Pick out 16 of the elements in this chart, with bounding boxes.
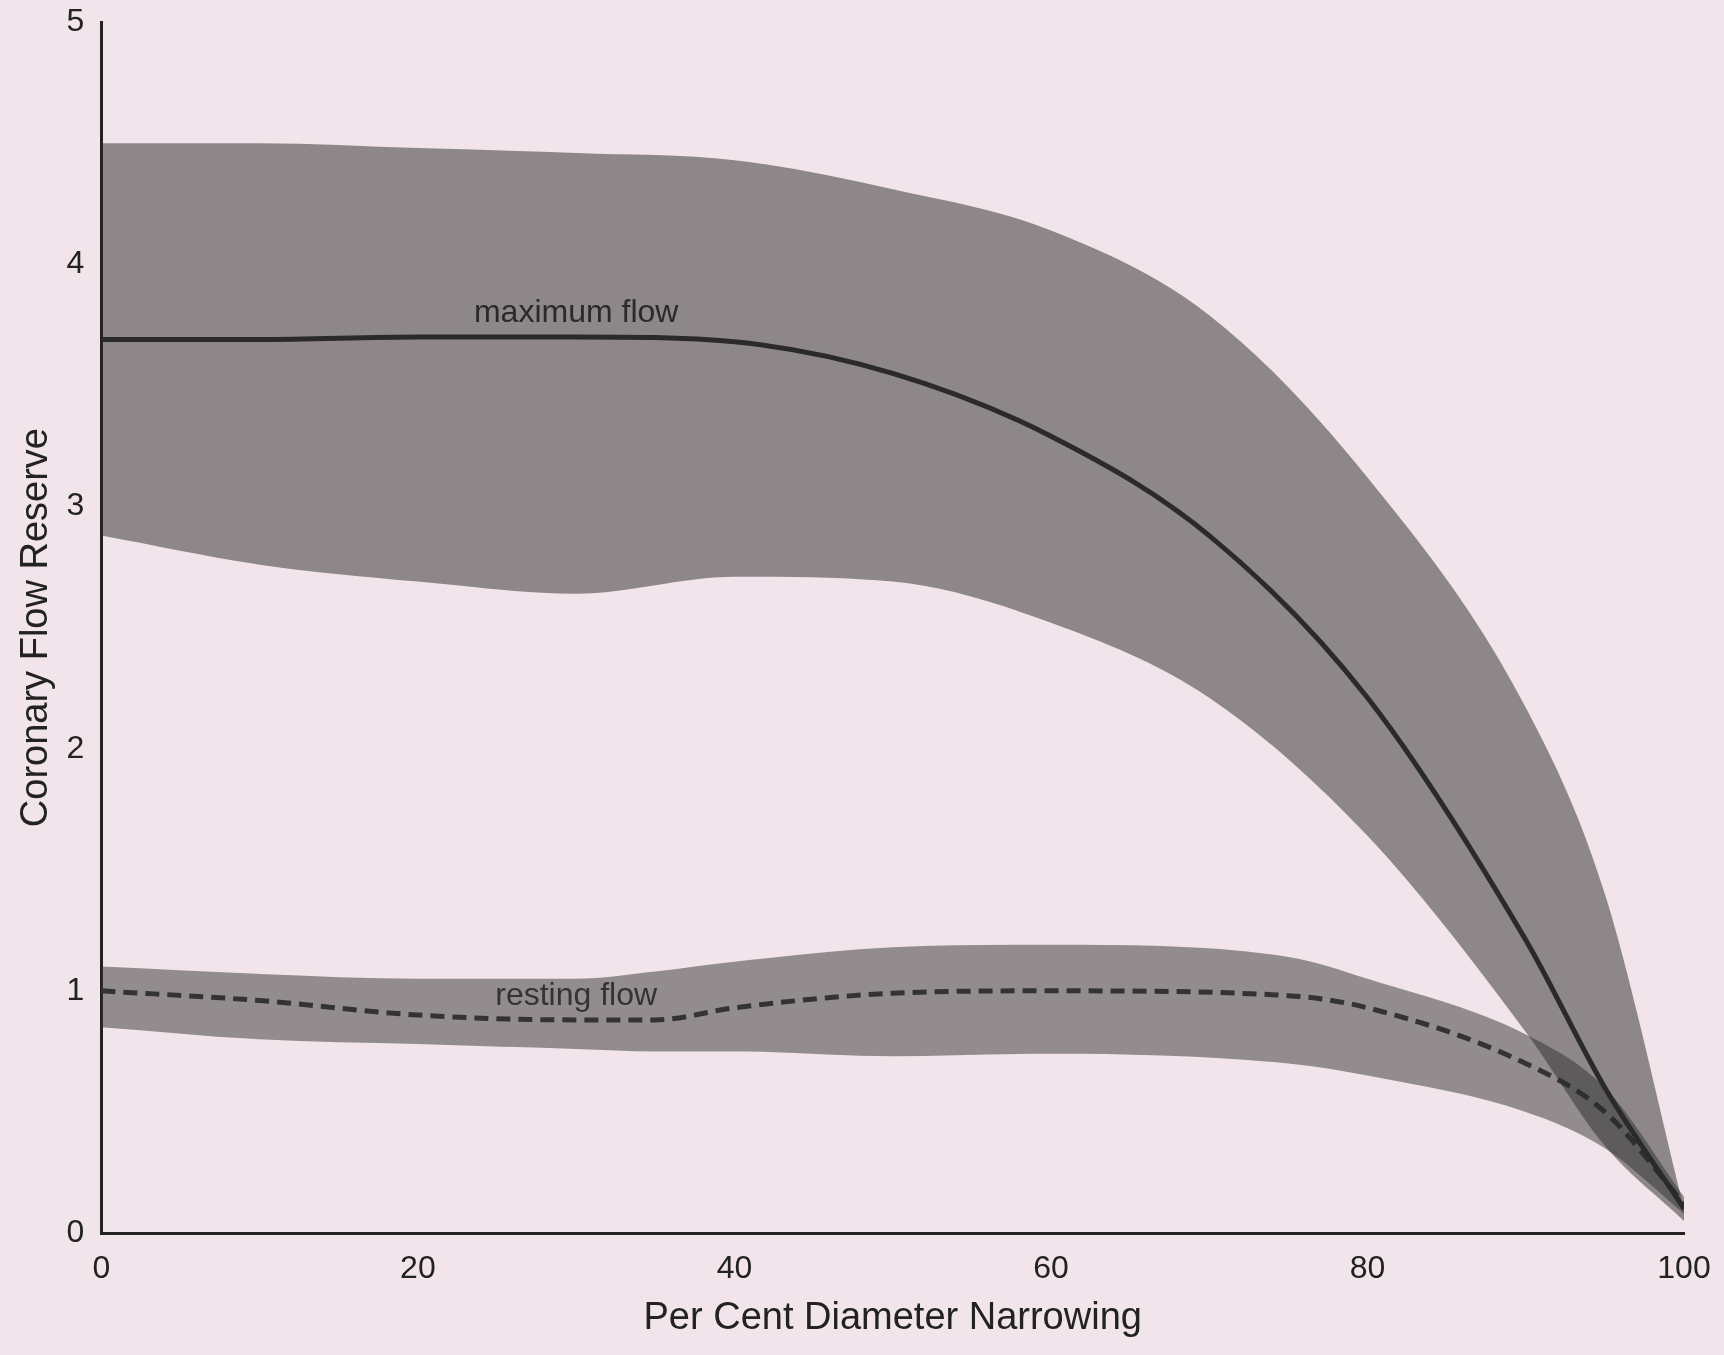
x-tick-label: 60 [1033, 1249, 1069, 1286]
y-tick-label: 1 [66, 970, 85, 1007]
series-label: maximum flow [473, 292, 680, 329]
x-tick-label: 100 [1657, 1249, 1711, 1286]
x-tick-label: 80 [1349, 1249, 1386, 1286]
x-axis-title: Per Cent Diameter Narrowing [643, 1294, 1142, 1337]
y-tick-label: 3 [66, 486, 85, 523]
y-tick-label: 0 [66, 1212, 85, 1249]
x-tick-label: 0 [92, 1249, 111, 1286]
y-tick-label: 2 [66, 728, 85, 765]
y-axis-title: Coronary Flow Reserve [13, 428, 56, 828]
series-label: resting flow [495, 975, 658, 1012]
y-tick-label: 4 [66, 244, 85, 281]
y-tick-label: 5 [66, 2, 85, 39]
x-tick-label: 20 [400, 1249, 436, 1286]
x-tick-label: 40 [716, 1249, 753, 1286]
